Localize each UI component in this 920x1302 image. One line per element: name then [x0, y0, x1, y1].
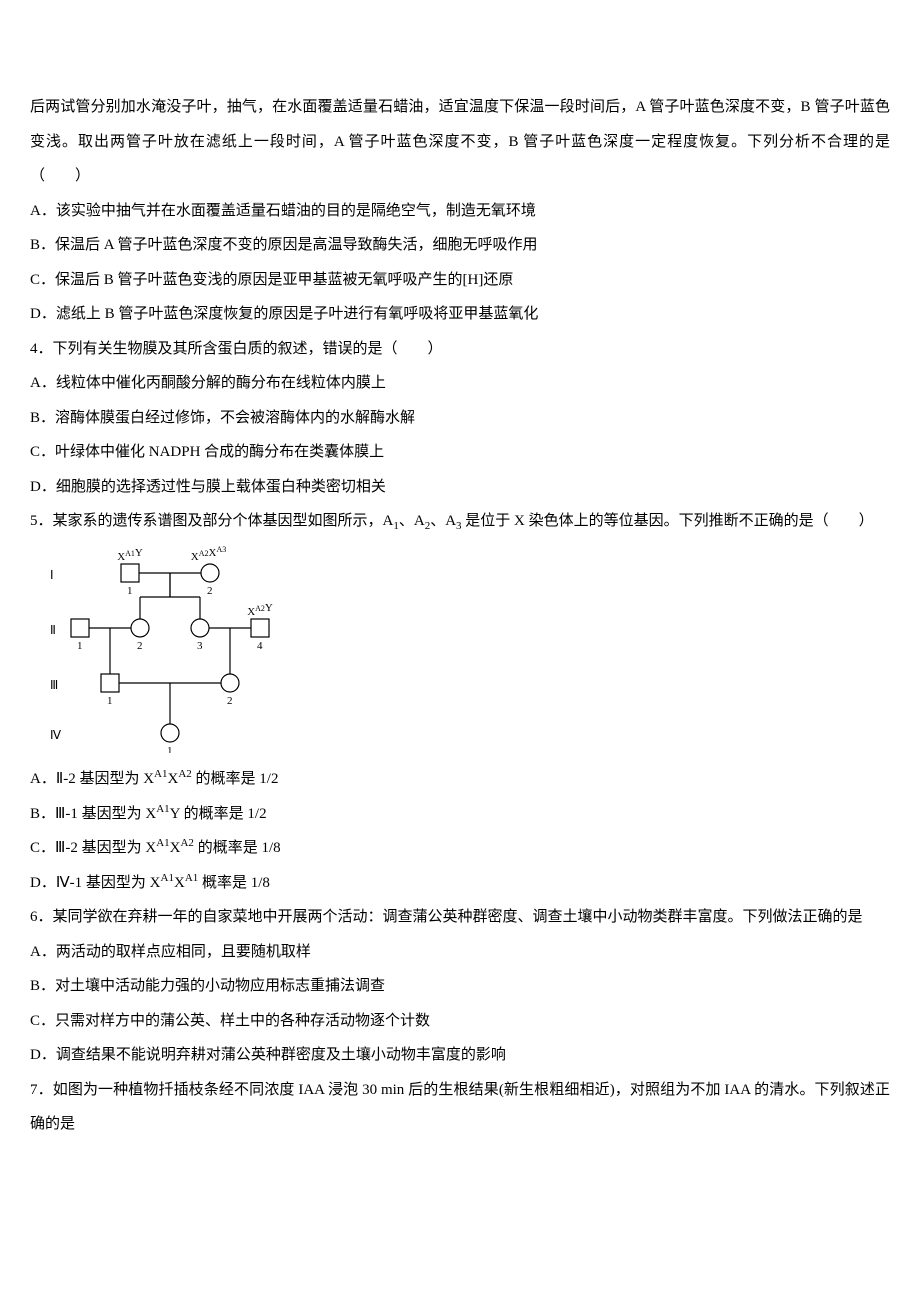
q4-option-b: B．溶酶体膜蛋白经过修饰，不会被溶酶体内的水解酶水解 [30, 401, 890, 436]
q5b-part1: Y 的概率是 1/2 [170, 806, 267, 822]
pedigree-svg: Ⅰ Ⅱ Ⅲ Ⅳ 1 XA1Y 2 XA2XA3 1 2 3 4 XA2Y 1 2 1 [40, 543, 310, 753]
svg-text:XA1Y: XA1Y [117, 547, 143, 563]
svg-text:3: 3 [197, 640, 203, 652]
q5-stem-part-d: 是位于 X 染色体上的等位基因。下列推断不正确的是（ ） [462, 513, 874, 529]
q5a-part1: X [168, 771, 179, 787]
q5b-part0: B．Ⅲ-1 基因型为 X [30, 806, 156, 822]
q5d-part2: 概率是 1/8 [198, 875, 270, 891]
q5-stem-part-a: 5．某家系的遗传系谱图及部分个体基因型如图所示，A [30, 513, 393, 529]
q6-stem: 6．某同学欲在弃耕一年的自家菜地中开展两个活动：调查蒲公英种群密度、调查土壤中小… [30, 900, 890, 935]
q5-option-b: B．Ⅲ-1 基因型为 XA1Y 的概率是 1/2 [30, 797, 890, 832]
q5a-part0: A．Ⅱ-2 基因型为 X [30, 771, 154, 787]
q4-stem: 4．下列有关生物膜及其所含蛋白质的叙述，错误的是（ ） [30, 332, 890, 367]
q5-option-a: A．Ⅱ-2 基因型为 XA1XA2 的概率是 1/2 [30, 762, 890, 797]
q6-option-c: C．只需对样方中的蒲公英、样土中的各种存活动物逐个计数 [30, 1004, 890, 1039]
option-a: A．该实验中抽气并在水面覆盖适量石蜡油的目的是隔绝空气，制造无氧环境 [30, 194, 890, 229]
q5c-part1: X [170, 840, 181, 856]
sup-a1d: A1 [161, 872, 174, 884]
svg-text:Ⅳ: Ⅳ [50, 728, 61, 742]
svg-text:1: 1 [107, 695, 113, 707]
q6-option-a: A．两活动的取样点应相同，且要随机取样 [30, 935, 890, 970]
stem-continuation: 后两试管分别加水淹没子叶，抽气，在水面覆盖适量石蜡油，适宜温度下保温一段时间后，… [30, 90, 890, 194]
q6-option-d: D．调查结果不能说明弃耕对蒲公英种群密度及土壤小动物丰富度的影响 [30, 1038, 890, 1073]
q5-option-c: C．Ⅲ-2 基因型为 XA1XA2 的概率是 1/8 [30, 831, 890, 866]
q4-option-a: A．线粒体中催化丙酮酸分解的酶分布在线粒体内膜上 [30, 366, 890, 401]
svg-text:XA2Y: XA2Y [247, 602, 273, 618]
sup-a1: A1 [154, 768, 167, 780]
q5-stem: 5．某家系的遗传系谱图及部分个体基因型如图所示，A1、A2、A3 是位于 X 染… [30, 504, 890, 539]
q6-option-b: B．对土壤中活动能力强的小动物应用标志重捕法调查 [30, 969, 890, 1004]
option-c: C．保温后 B 管子叶蓝色变浅的原因是亚甲基蓝被无氧呼吸产生的[H]还原 [30, 263, 890, 298]
q5-stem-part-b: 、A [399, 513, 425, 529]
q5c-part2: 的概率是 1/8 [194, 840, 281, 856]
q4-option-d: D．细胞膜的选择透过性与膜上载体蛋白种类密切相关 [30, 470, 890, 505]
svg-text:2: 2 [227, 695, 233, 707]
sup-a1c: A1 [156, 837, 169, 849]
svg-text:4: 4 [257, 640, 263, 652]
q5c-part0: C．Ⅲ-2 基因型为 X [30, 840, 156, 856]
q7-stem: 7．如图为一种植物扦插枝条经不同浓度 IAA 浸泡 30 min 后的生根结果(… [30, 1073, 890, 1142]
option-b: B．保温后 A 管子叶蓝色深度不变的原因是高温导致酶失活，细胞无呼吸作用 [30, 228, 890, 263]
pedigree-figure: Ⅰ Ⅱ Ⅲ Ⅳ 1 XA1Y 2 XA2XA3 1 2 3 4 XA2Y 1 2 1 [40, 543, 890, 758]
q5-stem-part-c: 、A [430, 513, 456, 529]
svg-text:2: 2 [207, 585, 213, 597]
q5d-part1: X [174, 875, 185, 891]
sup-a2: A2 [178, 768, 191, 780]
svg-text:2: 2 [137, 640, 143, 652]
svg-text:1: 1 [127, 585, 133, 597]
svg-text:Ⅱ: Ⅱ [50, 623, 56, 637]
sup-a1b: A1 [156, 803, 169, 815]
q5a-part2: 的概率是 1/2 [192, 771, 279, 787]
svg-text:Ⅰ: Ⅰ [50, 568, 54, 582]
svg-text:1: 1 [167, 745, 173, 753]
svg-text:XA2XA3: XA2XA3 [191, 545, 226, 563]
q5d-part0: D．Ⅳ-1 基因型为 X [30, 875, 161, 891]
svg-text:Ⅲ: Ⅲ [50, 678, 58, 692]
q4-option-c: C．叶绿体中催化 NADPH 合成的酶分布在类囊体膜上 [30, 435, 890, 470]
sup-a1d2: A1 [185, 872, 198, 884]
sup-a2c: A2 [180, 837, 193, 849]
q5-option-d: D．Ⅳ-1 基因型为 XA1XA1 概率是 1/8 [30, 866, 890, 901]
svg-text:1: 1 [77, 640, 83, 652]
option-d: D．滤纸上 B 管子叶蓝色深度恢复的原因是子叶进行有氧呼吸将亚甲基蓝氧化 [30, 297, 890, 332]
